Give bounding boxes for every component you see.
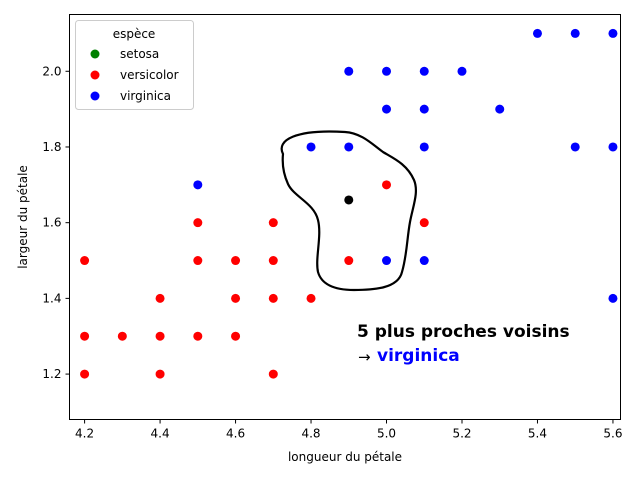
x-tick-label: 4.2 <box>75 427 94 441</box>
versicolor-point <box>419 218 429 228</box>
virginica-point <box>193 180 203 190</box>
legend-title: espèce <box>113 27 156 41</box>
virginica-point <box>570 142 580 152</box>
virginica-point <box>457 66 467 76</box>
legend: espèce setosa versicolor virginica <box>75 20 194 110</box>
versicolor-point <box>231 293 241 303</box>
annotation-arrow: → <box>358 348 371 366</box>
versicolor-point <box>268 293 278 303</box>
data-marks <box>80 28 618 379</box>
versicolor-point <box>231 331 241 341</box>
y-axis-ticks: 1.2 1.4 1.6 1.8 2.0 <box>42 64 70 381</box>
y-tick-label: 1.6 <box>42 216 61 230</box>
versicolor-point <box>231 256 241 266</box>
virginica-point <box>570 28 580 38</box>
virginica-point <box>419 104 429 114</box>
versicolor-point <box>80 331 90 341</box>
annotation-title: 5 plus proches voisins <box>357 322 570 342</box>
versicolor-point <box>268 218 278 228</box>
virginica-point <box>419 256 429 266</box>
x-axis-ticks: 4.2 4.4 4.6 4.8 5.0 5.2 5.4 5.6 <box>75 419 622 441</box>
y-tick-label: 2.0 <box>42 64 61 78</box>
versicolor-point <box>155 331 165 341</box>
x-tick-label: 5.4 <box>528 427 547 441</box>
legend-label: versicolor <box>120 68 179 82</box>
versicolor-point <box>193 331 203 341</box>
x-tick-label: 5.0 <box>377 427 396 441</box>
versicolor-point <box>382 180 392 190</box>
virginica-point <box>419 142 429 152</box>
x-tick-label: 4.8 <box>301 427 320 441</box>
versicolor-point <box>193 256 203 266</box>
versicolor-point <box>117 331 127 341</box>
x-tick-label: 4.4 <box>151 427 170 441</box>
virginica-point <box>306 142 316 152</box>
y-tick-label: 1.4 <box>42 291 61 305</box>
legend-box <box>75 20 194 110</box>
virginica-point <box>344 142 354 152</box>
virginica-point <box>382 104 392 114</box>
x-tick-label: 5.2 <box>452 427 471 441</box>
versicolor-point <box>193 218 203 228</box>
neighbors-outline <box>280 130 418 292</box>
virginica-point <box>344 66 354 76</box>
virginica-point <box>608 293 618 303</box>
y-axis-label: largeur du pétale <box>16 165 30 269</box>
versicolor-point <box>80 369 90 379</box>
virginica-point <box>608 142 618 152</box>
virginica-point <box>608 28 618 38</box>
x-tick-label: 4.6 <box>226 427 245 441</box>
versicolor-point <box>344 256 354 266</box>
virginica-point <box>532 28 542 38</box>
virginica-point <box>495 104 505 114</box>
versicolor-point <box>268 369 278 379</box>
legend-marker <box>90 91 100 101</box>
versicolor-point <box>155 369 165 379</box>
virginica-point <box>382 66 392 76</box>
annotation: 5 plus proches voisins → virginica <box>357 322 570 366</box>
legend-marker <box>90 70 100 80</box>
legend-label: setosa <box>120 47 159 61</box>
plot-frame <box>69 14 621 420</box>
query-point <box>344 195 354 205</box>
versicolor-point <box>80 256 90 266</box>
x-tick-label: 5.6 <box>603 427 622 441</box>
legend-label: virginica <box>120 89 171 103</box>
virginica-point <box>382 256 392 266</box>
y-tick-label: 1.2 <box>42 367 61 381</box>
versicolor-point <box>306 293 316 303</box>
versicolor-point <box>268 256 278 266</box>
x-axis-label: longueur du pétale <box>288 450 402 464</box>
versicolor-point <box>155 293 165 303</box>
virginica-point <box>419 66 429 76</box>
legend-marker <box>90 49 100 59</box>
annotation-result: virginica <box>377 346 460 366</box>
y-tick-label: 1.8 <box>42 140 61 154</box>
